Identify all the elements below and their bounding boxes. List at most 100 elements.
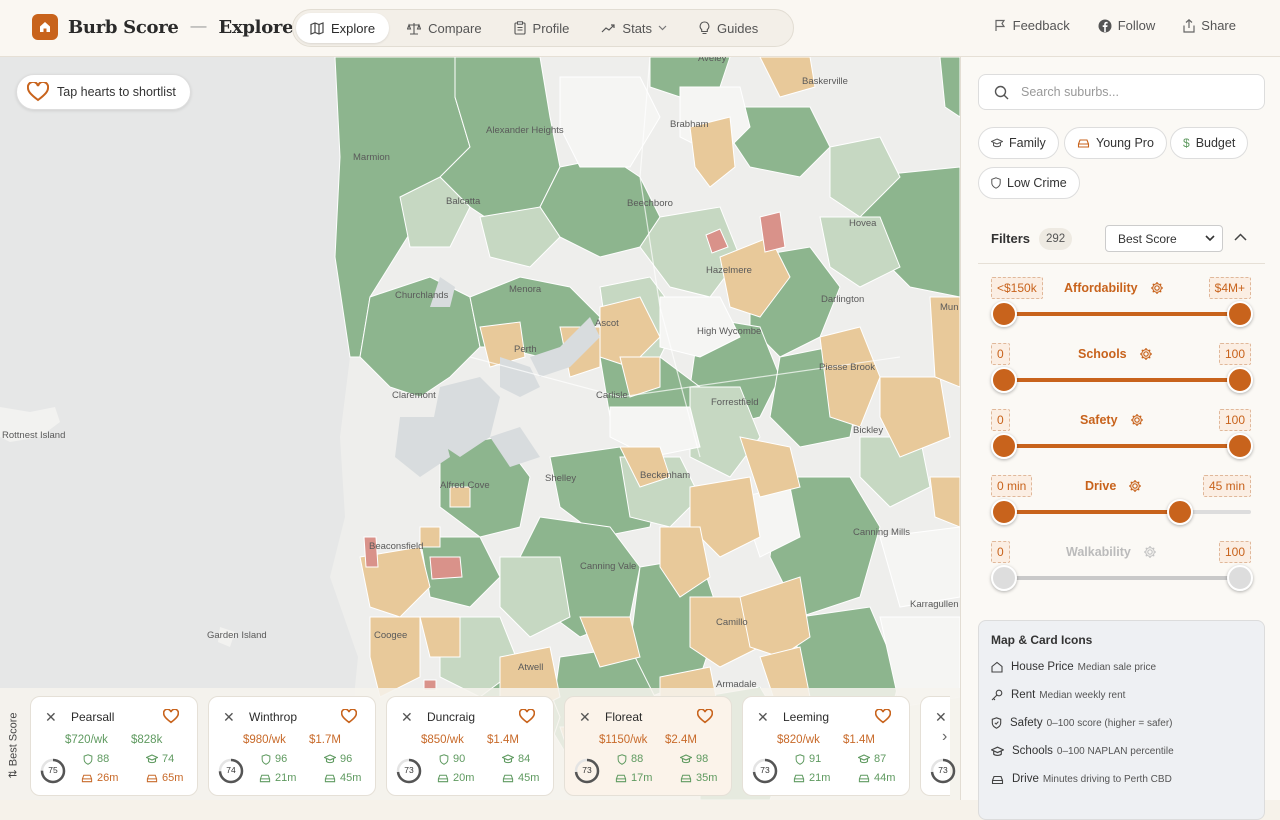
remove-card-icon[interactable]: ✕ — [757, 709, 769, 725]
remove-card-icon[interactable]: ✕ — [935, 709, 947, 725]
remove-card-icon[interactable]: ✕ — [579, 709, 591, 725]
map-label-hovea: Hovea — [849, 218, 877, 229]
drive-stat: 21m — [259, 772, 296, 784]
nav-profile[interactable]: Profile — [500, 13, 584, 43]
card-sort-toggle[interactable]: ⇅ Best Score — [0, 690, 26, 800]
cards-next-arrow[interactable]: › — [942, 728, 948, 745]
drive-slider-track[interactable] — [999, 510, 1251, 514]
legend-item-label: Safety — [1010, 717, 1043, 729]
filter-walkability: 0 Walkability 100 — [991, 541, 1253, 601]
safety-max-handle[interactable] — [1227, 433, 1253, 459]
drive-max-handle[interactable] — [1167, 499, 1194, 525]
safety-min-handle[interactable] — [991, 433, 1017, 459]
suburb-card[interactable]: ✕ Pearsall $720/wk $828k 75 88 74 26m 65… — [30, 696, 198, 796]
map-label-hazelmere: Hazelmere — [706, 265, 752, 276]
drive-min-handle[interactable] — [991, 499, 1017, 525]
shortlist-heart-button[interactable] — [162, 708, 180, 729]
walkability-label-text: Walkability — [1066, 545, 1131, 559]
drive-max-value[interactable]: 45 min — [1202, 475, 1251, 497]
suburb-map[interactable]: Alexander Heights Marmion Balcatta Beechbor… — [0, 57, 960, 800]
main-nav: Explore Compare Profile Stats Guides — [292, 9, 794, 47]
car-icon — [259, 774, 271, 783]
results-count-badge: 292 — [1039, 228, 1073, 250]
drive-label: Drive — [1085, 479, 1142, 493]
shield-icon — [83, 753, 93, 765]
schools-max-value[interactable]: 100 — [1218, 343, 1251, 365]
gear-icon[interactable] — [1139, 347, 1153, 361]
map-label-coogee: Coogee — [374, 630, 408, 641]
map-label-atwell: Atwell — [518, 662, 544, 673]
walkability-max-handle[interactable] — [1227, 565, 1253, 591]
walkability-slider-track[interactable] — [999, 576, 1251, 580]
walkability-max-value[interactable]: 100 — [1218, 541, 1251, 563]
shortlist-heart-button[interactable] — [874, 708, 892, 729]
persona-family[interactable]: Family — [978, 127, 1059, 159]
remove-card-icon[interactable]: ✕ — [401, 709, 413, 725]
suburb-card[interactable]: ✕ Duncraig $850/wk $1.4M 73 90 84 20m 45… — [386, 696, 554, 796]
map-label-carlisle: Carlisle — [596, 390, 628, 401]
card-sort-text: Best Score — [7, 711, 20, 766]
suburb-card[interactable]: ✕ 73 — [920, 696, 956, 796]
gear-icon[interactable] — [1130, 413, 1144, 427]
rent-value: $980/wk — [243, 734, 286, 746]
persona-budget[interactable]: $ Budget — [1170, 127, 1249, 159]
suburb-card[interactable]: ✕ Floreat $1150/wk $2.4M 73 88 98 17m 35… — [564, 696, 732, 796]
affordability-max-handle[interactable] — [1227, 301, 1253, 327]
nav-explore[interactable]: Explore — [296, 13, 390, 43]
persona-young-pro-label: Young Pro — [1096, 136, 1154, 150]
legend-item-label: House Price — [1011, 661, 1074, 673]
schools-min-value[interactable]: 0 — [991, 343, 1010, 365]
feedback-button[interactable]: Feedback — [994, 18, 1070, 33]
schools-min-handle[interactable] — [991, 367, 1017, 393]
gear-icon[interactable] — [1143, 545, 1157, 559]
sort-select[interactable]: Best Score — [1105, 225, 1223, 252]
nav-guides[interactable]: Guides — [685, 13, 772, 43]
brand-separator: — — [190, 18, 207, 35]
shortlist-heart-button[interactable] — [340, 708, 358, 729]
affordability-label: Affordability — [1064, 281, 1164, 295]
shortlist-heart-button[interactable] — [518, 708, 536, 729]
shortlist-heart-button[interactable] — [696, 708, 714, 729]
gear-icon[interactable] — [1128, 479, 1142, 493]
persona-young-pro[interactable]: Young Pro — [1064, 127, 1167, 159]
drive-min-value[interactable]: 0 min — [991, 475, 1033, 497]
walkability-min-handle[interactable] — [991, 565, 1017, 591]
safety-max-value[interactable]: 100 — [1218, 409, 1251, 431]
persona-low-crime[interactable]: Low Crime — [978, 167, 1080, 199]
schools-slider-track[interactable] — [999, 378, 1251, 382]
affordability-slider-track[interactable] — [999, 312, 1251, 316]
chevron-down-icon — [658, 25, 667, 31]
suburb-card[interactable]: ✕ Winthrop $980/wk $1.7M 74 96 96 21m 45… — [208, 696, 376, 796]
search-input[interactable]: Search suburbs... — [978, 74, 1265, 110]
graduation-cap-icon — [324, 754, 336, 764]
share-button[interactable]: Share — [1183, 18, 1236, 33]
map-label-marmion: Marmion — [353, 152, 390, 163]
filter-drive: 0 min Drive 45 min — [991, 475, 1251, 535]
safety-min-value[interactable]: 0 — [991, 409, 1010, 431]
map-label-armadale: Armadale — [716, 679, 757, 690]
safety-slider-track[interactable] — [999, 444, 1251, 448]
shortlist-hint-chip[interactable]: Tap hearts to shortlist — [16, 74, 191, 110]
follow-button[interactable]: Follow — [1098, 18, 1155, 33]
filter-safety: 0 Safety 100 — [991, 409, 1253, 469]
brand[interactable]: Burb Score — Explore — [32, 14, 294, 40]
remove-card-icon[interactable]: ✕ — [45, 709, 57, 725]
sale-price-value: $1.4M — [843, 734, 875, 746]
chevron-up-icon[interactable] — [1234, 233, 1247, 241]
nav-compare[interactable]: Compare — [393, 13, 495, 43]
suburb-card[interactable]: ✕ Leeming $820/wk $1.4M 73 91 87 21m 44m — [742, 696, 910, 796]
affordability-min-value[interactable]: <$150k — [991, 277, 1043, 299]
gear-icon[interactable] — [1150, 281, 1164, 295]
walkability-min-value[interactable]: 0 — [991, 541, 1010, 563]
nav-stats[interactable]: Stats — [587, 13, 681, 43]
schools-max-handle[interactable] — [1227, 367, 1253, 393]
legend-item-drive: Drive Minutes driving to Perth CBD — [991, 773, 1172, 785]
remove-card-icon[interactable]: ✕ — [223, 709, 235, 725]
schools-stat: 98 — [680, 753, 708, 765]
affordability-max-value[interactable]: $4M+ — [1208, 277, 1251, 299]
map-label-baskerville: Baskerville — [802, 76, 848, 87]
score-ring: 75 — [39, 757, 67, 785]
affordability-min-handle[interactable] — [991, 301, 1017, 327]
header-actions: Feedback Follow Share — [994, 18, 1236, 33]
map-canvas[interactable] — [0, 57, 960, 800]
